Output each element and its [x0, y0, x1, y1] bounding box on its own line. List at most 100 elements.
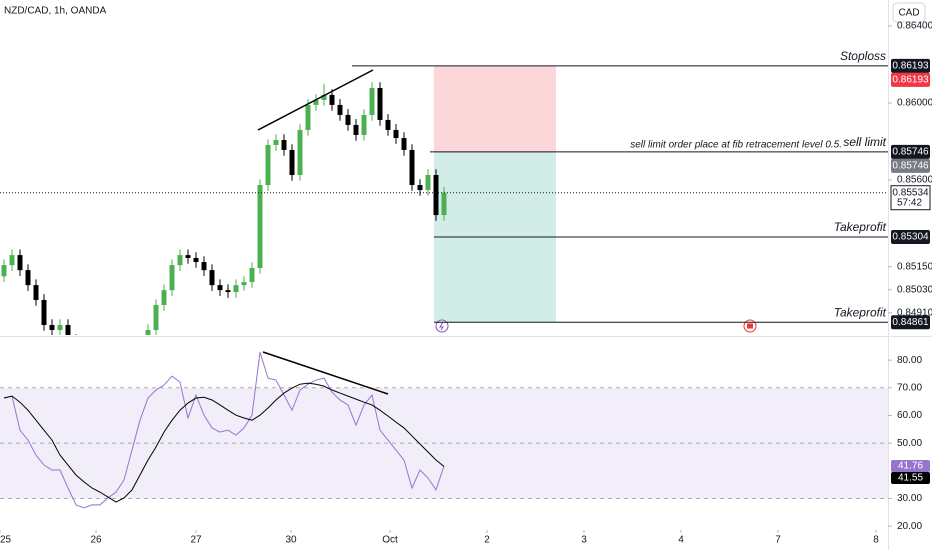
price-label-box — [891, 58, 930, 73]
level-label: Stoploss — [840, 49, 886, 63]
rsi-line — [3, 351, 445, 509]
y-tick-label: 20.00 — [897, 521, 922, 532]
candle-body — [33, 285, 39, 300]
price-label-box — [891, 230, 930, 245]
currency-label[interactable]: CAD — [898, 8, 919, 19]
price-label-text: 0.86193 — [892, 60, 929, 71]
y-tick-label: 0.85030 — [897, 284, 932, 295]
countdown: 57:42 — [897, 197, 922, 208]
candle-body — [41, 299, 47, 325]
candle-body — [361, 114, 367, 135]
trend-line — [262, 351, 389, 395]
level-label: sell limit — [843, 135, 886, 149]
candle-body — [393, 129, 399, 139]
x-tick-label: 30 — [285, 535, 297, 546]
chart-title: NZD/CAD, 1h, OANDA — [4, 6, 107, 17]
candle-body — [225, 290, 231, 293]
price-label: 0.84861 — [891, 315, 930, 330]
candle-body — [201, 262, 207, 271]
price-label-box — [891, 72, 930, 87]
x-tick-label: 8 — [873, 535, 879, 546]
value-label-box — [891, 460, 930, 472]
x-tick-label: 3 — [581, 535, 587, 546]
y-tick-label: 30.00 — [897, 493, 922, 504]
price-label: 0.86193 0.86193 — [891, 58, 930, 87]
x-tick-label: 25 — [0, 535, 12, 546]
candle-body — [313, 99, 319, 105]
y-tick-label: 0.85600 — [897, 175, 932, 186]
candle-body — [329, 94, 335, 105]
price-label-text: 0.85304 — [892, 232, 929, 243]
candle-body — [441, 192, 447, 216]
candle-body — [57, 324, 63, 330]
candle-body — [185, 255, 191, 258]
candle-body — [273, 139, 279, 145]
candle-body — [153, 304, 159, 330]
candle-body — [265, 144, 271, 186]
candle-body — [433, 175, 439, 216]
candle-body — [217, 285, 223, 291]
x-tick-label: 2 — [484, 535, 490, 546]
flag-icon-glyph — [747, 323, 753, 329]
value-label-box — [891, 472, 930, 484]
price-label-box — [891, 158, 930, 173]
last-price-box — [890, 185, 931, 211]
candle-body — [385, 119, 391, 130]
candle-body — [345, 114, 351, 125]
stop-zone — [434, 65, 556, 152]
price-label-text: 0.85746 — [892, 147, 929, 158]
candle-body — [17, 255, 23, 271]
x-tick-label: 26 — [90, 535, 102, 546]
last-price-label: 0.85534 — [892, 187, 929, 198]
candle-body — [377, 87, 383, 120]
y-tick-label: 0.84910 — [897, 307, 932, 318]
x-tick-label: 7 — [775, 535, 781, 546]
value-label: 41.76 — [898, 461, 923, 472]
y-tick-label: 70.00 — [897, 382, 922, 393]
level-label: Takeprofit — [834, 220, 887, 234]
candle-body — [193, 257, 199, 263]
candle-body — [177, 255, 183, 266]
rsi-pane — [0, 351, 888, 509]
y-tick-label: 0.85150 — [897, 261, 932, 272]
candle-body — [65, 324, 71, 335]
candle-body — [425, 175, 431, 191]
candle-body — [417, 185, 423, 191]
candle-body — [401, 138, 407, 150]
x-tick-label: 27 — [190, 535, 202, 546]
candle-body — [305, 104, 311, 130]
candle-body — [289, 149, 295, 176]
price-label-text: 0.86193 — [892, 74, 929, 85]
level-note: sell limit order place at fib retracemen… — [630, 140, 842, 151]
candle-body — [25, 270, 31, 286]
y-tick-label: 80.00 — [897, 355, 922, 366]
candle-body — [321, 94, 327, 100]
candle-body — [409, 149, 415, 186]
price-label-box — [891, 144, 930, 159]
candle-body — [49, 324, 55, 330]
price-label-box — [891, 315, 930, 330]
x-tick-label: 4 — [678, 535, 684, 546]
candle-body — [145, 329, 151, 335]
candle-body — [337, 104, 343, 115]
value-label: 41.55 — [898, 473, 923, 484]
rsi-line — [3, 382, 445, 503]
price-label-text: 0.84861 — [892, 317, 929, 328]
currency-button[interactable] — [892, 2, 926, 23]
axes: 0.86400 0.86000 0.85600 0.85150 0.85030 0.849… — [0, 21, 932, 546]
price-label: 0.85304 — [891, 230, 930, 245]
price-label-text: 0.85746 — [892, 161, 929, 172]
candle-body — [161, 290, 167, 305]
candle-body — [353, 124, 359, 135]
x-tick-label: Oct — [382, 535, 398, 546]
event-icon-glyph — [439, 321, 444, 331]
candle-body — [281, 139, 287, 150]
candle-body — [297, 129, 303, 176]
event-icon[interactable] — [435, 319, 449, 333]
y-tick-label: 50.00 — [897, 438, 922, 449]
y-tick-label: 0.86400 — [897, 21, 932, 32]
candle-body — [169, 265, 175, 291]
y-tick-label: 0.86000 — [897, 98, 932, 109]
